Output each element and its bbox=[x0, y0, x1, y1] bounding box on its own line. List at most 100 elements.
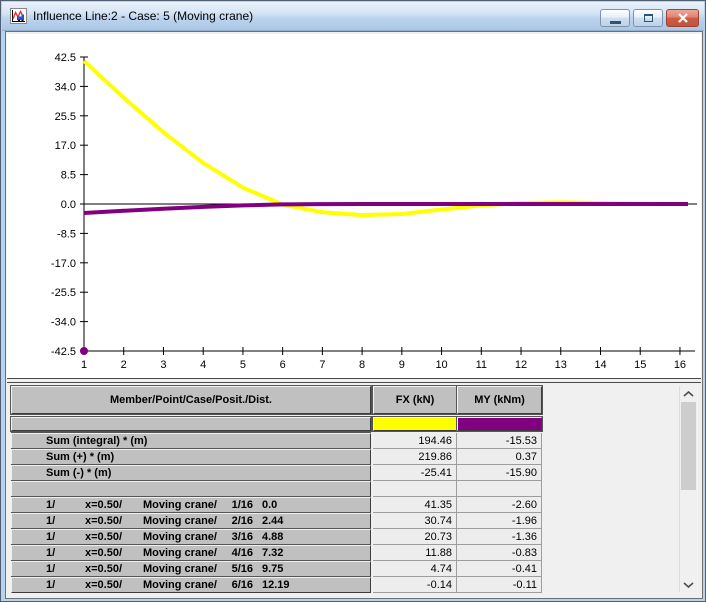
legend-my-cell[interactable] bbox=[457, 417, 542, 431]
restore-button[interactable] bbox=[633, 9, 663, 27]
window-title: Influence Line:2 - Case: 5 (Moving crane… bbox=[33, 9, 254, 23]
my-value-cell[interactable]: -0.11 bbox=[457, 577, 542, 593]
row-label-cell[interactable]: Sum (+) * (m) bbox=[11, 449, 371, 465]
legend-blank-cell[interactable] bbox=[11, 417, 371, 431]
row-label-part: 0.0 bbox=[262, 499, 278, 511]
row-label-cell[interactable]: Sum (-) * (m) bbox=[11, 465, 371, 481]
titlebar[interactable]: Influence Line:2 - Case: 5 (Moving crane… bbox=[2, 2, 704, 31]
table-row: Sum (+) * (m) 219.86 0.37 bbox=[7, 449, 542, 465]
row-label-cell[interactable]: 1/x=0.50/Moving crane/6/16 12.19 bbox=[11, 577, 371, 593]
x-tick-label: 4 bbox=[200, 359, 206, 371]
col-header-member[interactable]: Member/Point/Case/Posit./Dist. bbox=[11, 386, 371, 414]
close-button[interactable] bbox=[666, 9, 699, 27]
x-tick-label: 7 bbox=[319, 359, 325, 371]
x-tick-label: 16 bbox=[674, 359, 686, 371]
table-scrollbar[interactable] bbox=[679, 386, 697, 592]
row-label-part: 4/16 bbox=[231, 547, 253, 559]
x-tick-label: 9 bbox=[399, 359, 405, 371]
my-value-cell[interactable]: -1.36 bbox=[457, 529, 542, 545]
x-tick-label: 13 bbox=[555, 359, 567, 371]
x-tick-label: 10 bbox=[435, 359, 447, 371]
table-panel: Member/Point/Case/Posit./Dist. FX (kN) M… bbox=[7, 382, 701, 598]
row-label-part: 5/16 bbox=[231, 563, 253, 575]
row-label-part: 7.32 bbox=[262, 547, 284, 559]
fx-value-cell[interactable]: 41.35 bbox=[373, 497, 457, 513]
fx-value-cell[interactable] bbox=[373, 481, 457, 497]
row-label-part: 2/16 bbox=[231, 515, 253, 527]
x-tick-label: 14 bbox=[594, 359, 606, 371]
y-tick-label: 25.5 bbox=[55, 111, 76, 123]
row-label-part: x=0.50/ bbox=[85, 531, 123, 543]
y-tick-label: 8.5 bbox=[61, 170, 76, 182]
scroll-thumb[interactable] bbox=[681, 402, 696, 490]
fx-value-cell[interactable]: -25.41 bbox=[373, 465, 457, 481]
my-value-cell[interactable]: -2.60 bbox=[457, 497, 542, 513]
my-value-cell[interactable]: -0.83 bbox=[457, 545, 542, 561]
row-label-part: Moving crane/ bbox=[143, 563, 217, 575]
legend-row bbox=[11, 417, 542, 431]
row-label-part: x=0.50/ bbox=[85, 547, 123, 559]
x-tick-label: 15 bbox=[634, 359, 646, 371]
row-label-part: x=0.50/ bbox=[85, 515, 123, 527]
table-row: 1/x=0.50/Moving crane/1/16 0.0 41.35 -2.60 bbox=[7, 497, 542, 513]
chart-panel: 42.5 34.0 25.5 17.0 8.5 0.0 -8.5 -17.0 -25.5 -34.… bbox=[7, 34, 701, 379]
my-value-cell[interactable]: -1.96 bbox=[457, 513, 542, 529]
table-row: 1/x=0.50/Moving crane/6/16 12.19 -0.14 -0.1… bbox=[7, 577, 542, 593]
row-label-part: 4.88 bbox=[262, 531, 284, 543]
row-label-cell[interactable]: 1/x=0.50/Moving crane/3/16 4.88 bbox=[11, 529, 371, 545]
fx-value-cell[interactable]: -0.14 bbox=[373, 577, 457, 593]
my-value-cell[interactable]: -15.53 bbox=[457, 433, 542, 449]
fx-value-cell[interactable]: 4.74 bbox=[373, 561, 457, 577]
client-area: 42.5 34.0 25.5 17.0 8.5 0.0 -8.5 -17.0 -25.5 -34.… bbox=[5, 31, 703, 599]
row-label-part: Moving crane/ bbox=[143, 515, 217, 527]
caption-buttons bbox=[600, 9, 699, 27]
series-line-my bbox=[83, 202, 688, 215]
row-label-part: 9.75 bbox=[262, 563, 284, 575]
x-tick-label: 8 bbox=[359, 359, 365, 371]
row-label-cell[interactable]: 1/x=0.50/Moving crane/5/16 9.75 bbox=[11, 561, 371, 577]
table-row: 1/x=0.50/Moving crane/5/16 9.75 4.74 -0.41 bbox=[7, 561, 542, 577]
row-label-part: Moving crane/ bbox=[143, 531, 217, 543]
y-tick-label: 0.0 bbox=[61, 199, 76, 211]
fx-value-cell[interactable]: 11.88 bbox=[373, 545, 457, 561]
x-tick-label: 11 bbox=[476, 359, 487, 371]
col-header-fx[interactable]: FX (kN) bbox=[373, 386, 457, 414]
row-label-part: 6/16 bbox=[231, 579, 253, 591]
legend-fx-cell[interactable] bbox=[373, 417, 457, 431]
x-tick-label: 12 bbox=[515, 359, 527, 371]
x-tick-label: 3 bbox=[160, 359, 166, 371]
table-row: Sum (-) * (m) -25.41 -15.90 bbox=[7, 465, 542, 481]
row-label-part: x=0.50/ bbox=[85, 499, 123, 511]
table-header-row: Member/Point/Case/Posit./Dist. FX (kN) M… bbox=[11, 386, 542, 414]
chevron-up-icon bbox=[683, 390, 694, 397]
minimize-button[interactable] bbox=[600, 9, 630, 27]
y-tick-label: -17.0 bbox=[51, 258, 76, 270]
row-label-cell[interactable]: 1/x=0.50/Moving crane/4/16 7.32 bbox=[11, 545, 371, 561]
fx-value-cell[interactable]: 30.74 bbox=[373, 513, 457, 529]
table-rows: Sum (integral) * (m) 194.46 -15.53 Sum (+) … bbox=[7, 433, 542, 593]
influence-chart-svg: 42.5 34.0 25.5 17.0 8.5 0.0 -8.5 -17.0 -25.5 -34.… bbox=[51, 52, 697, 371]
chevron-down-icon bbox=[683, 581, 694, 588]
row-label-cell[interactable] bbox=[11, 481, 371, 497]
minimize-icon bbox=[609, 20, 621, 24]
row-label-part: 1/ bbox=[46, 547, 56, 559]
scroll-down-button[interactable] bbox=[680, 577, 697, 592]
row-label-cell[interactable]: Sum (integral) * (m) bbox=[11, 433, 371, 449]
series-line-fx bbox=[82, 59, 680, 218]
row-label-part: Moving crane/ bbox=[143, 499, 217, 511]
scroll-up-button[interactable] bbox=[680, 386, 697, 401]
table-row: 1/x=0.50/Moving crane/3/16 4.88 20.73 -1.36 bbox=[7, 529, 542, 545]
influence-chart-app-icon bbox=[10, 8, 27, 24]
my-value-cell[interactable]: -0.41 bbox=[457, 561, 542, 577]
fx-value-cell[interactable]: 219.86 bbox=[373, 449, 457, 465]
fx-value-cell[interactable]: 20.73 bbox=[373, 529, 457, 545]
row-label-cell[interactable]: 1/x=0.50/Moving crane/2/16 2.44 bbox=[11, 513, 371, 529]
fx-value-cell[interactable]: 194.46 bbox=[373, 433, 457, 449]
row-label-cell[interactable]: 1/x=0.50/Moving crane/1/16 0.0 bbox=[11, 497, 371, 513]
my-value-cell[interactable] bbox=[457, 481, 542, 497]
my-value-cell[interactable]: -15.90 bbox=[457, 465, 542, 481]
col-header-my[interactable]: MY (kNm) bbox=[457, 386, 542, 414]
my-value-cell[interactable]: 0.37 bbox=[457, 449, 542, 465]
row-label-part: 1/ bbox=[46, 579, 56, 591]
x-tick-label: 5 bbox=[240, 359, 246, 371]
